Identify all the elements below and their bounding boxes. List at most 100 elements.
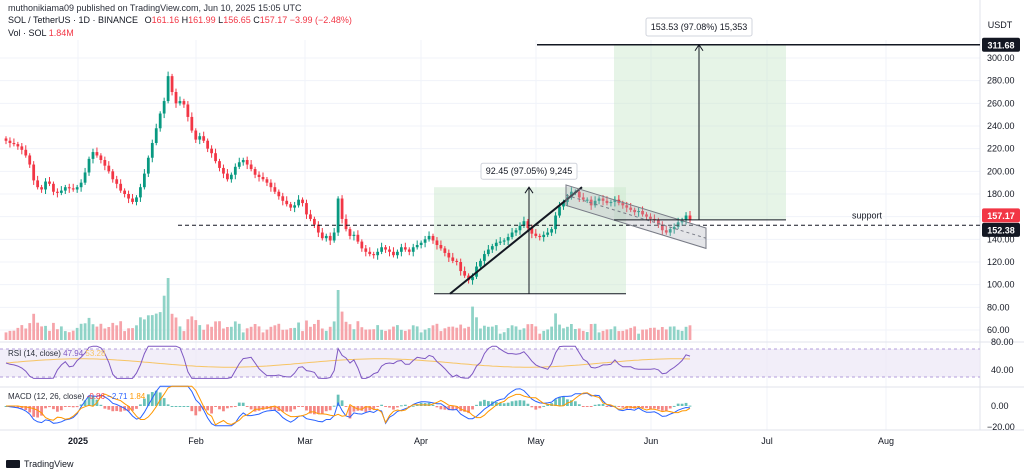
volume-legend[interactable]: Vol · SOL 1.84M <box>8 28 74 39</box>
symbol-name[interactable]: SOL / TetherUS · 1D · BINANCE <box>8 15 139 25</box>
candle-body <box>676 222 680 227</box>
macd-histogram-bar <box>486 401 490 406</box>
volume-bar <box>127 328 130 340</box>
macd-histogram-bar <box>601 403 605 406</box>
macd-histogram-bar <box>162 398 166 406</box>
symbol-legend[interactable]: SOL / TetherUS · 1D · BINANCE O161.16 H1… <box>8 15 352 26</box>
candle-body <box>637 211 640 213</box>
macd-histogram-bar <box>24 406 28 411</box>
tradingview-footer[interactable]: TradingView <box>6 459 74 469</box>
macd-histogram-bar <box>198 406 202 412</box>
candle-body <box>135 197 138 202</box>
macd-histogram-bar <box>558 397 561 406</box>
macd-histogram-bar <box>352 406 356 412</box>
macd-histogram-bar <box>384 406 387 407</box>
macd-histogram-bar <box>210 406 213 414</box>
macd-histogram-bar <box>135 406 138 409</box>
volume-bar <box>380 329 383 340</box>
measure-zone-2 <box>614 44 786 220</box>
candle-body <box>127 194 130 199</box>
volume-bar <box>645 329 648 340</box>
macd-histogram-bar <box>79 404 83 406</box>
candle-body <box>40 187 43 190</box>
volume-bar <box>660 327 664 340</box>
volume-bar <box>297 322 300 340</box>
candle-body <box>24 149 28 156</box>
macd-histogram-bar <box>269 406 273 410</box>
macd-histogram-bar <box>494 401 498 406</box>
candle-body <box>166 76 170 102</box>
macd-histogram-bar <box>154 390 158 406</box>
volume-bar <box>411 325 415 340</box>
macd-histogram-bar <box>245 406 249 407</box>
support-price-tag-bg <box>982 222 1020 237</box>
target-price-tag: 311.68 <box>987 40 1014 50</box>
macd-histogram-bar <box>139 404 142 406</box>
volume-bar <box>214 321 217 340</box>
candle-body <box>313 218 316 225</box>
candle-body <box>119 183 123 191</box>
measure-label-2: 153.53 (97.08%) 15,353 <box>651 22 748 32</box>
candle-body <box>281 196 285 201</box>
macd-histogram-bar <box>562 396 565 406</box>
candle-body <box>316 224 320 233</box>
candle-body <box>479 260 482 267</box>
candle-body <box>625 205 629 208</box>
candle-body <box>277 191 281 197</box>
macd-histogram-bar <box>32 406 36 417</box>
candle-body <box>494 242 498 247</box>
macd-histogram-bar <box>87 396 91 406</box>
candle-body <box>593 200 597 206</box>
macd-legend[interactable]: MACD (12, 26, close) -0.86 −2.71 1.84 <box>8 392 145 401</box>
volume-bar <box>364 329 368 340</box>
candle-body <box>364 248 368 252</box>
candle-body <box>518 225 522 231</box>
volume-bar <box>194 320 198 340</box>
volume-bar <box>190 316 194 340</box>
macd-histogram-bar <box>91 395 95 406</box>
volume-bar <box>131 328 134 340</box>
volume-bar <box>407 329 411 340</box>
macd-histogram-bar <box>222 406 225 412</box>
candle-body <box>218 161 221 168</box>
candle-body <box>336 198 340 233</box>
candle-body <box>229 174 233 180</box>
volume-bar <box>328 326 332 340</box>
macd-histogram-bar <box>570 400 573 406</box>
volume-bar <box>154 313 158 340</box>
volume-bar <box>162 295 166 340</box>
volume-bar <box>198 325 202 340</box>
candle-body <box>158 113 162 129</box>
candle-body <box>411 247 415 252</box>
volume-bar <box>103 328 107 340</box>
time-tick-label: Mar <box>297 436 313 446</box>
macd-histogram-bar <box>340 400 344 406</box>
candle-body <box>233 166 237 175</box>
volume-bar <box>324 330 328 340</box>
time-tick-label: Jul <box>761 436 773 446</box>
candle-body <box>154 128 158 143</box>
macd-histogram-bar <box>645 406 648 409</box>
macd-histogram-bar <box>399 405 403 407</box>
macd-histogram-bar <box>585 406 589 407</box>
volume-bar <box>142 319 146 340</box>
candle-body <box>79 182 83 188</box>
candle-body <box>237 162 241 167</box>
macd-histogram-bar <box>372 406 376 409</box>
volume-bar <box>99 323 103 340</box>
candle-body <box>75 187 79 190</box>
candle-body <box>4 138 8 141</box>
macd-histogram-bar <box>411 405 415 407</box>
volume-bar <box>609 329 613 340</box>
rsi-legend[interactable]: RSI (14, close) 47.94 53.28 <box>8 349 105 358</box>
candle-body <box>170 76 174 92</box>
candle-body <box>174 92 178 104</box>
macd-histogram-bar <box>656 406 660 410</box>
candle-body <box>150 143 154 158</box>
volume-bar <box>119 321 123 340</box>
volume-bar <box>653 327 656 340</box>
volume-bar <box>261 332 265 340</box>
candle-body <box>439 245 443 249</box>
macd-histogram-bar <box>684 402 688 406</box>
